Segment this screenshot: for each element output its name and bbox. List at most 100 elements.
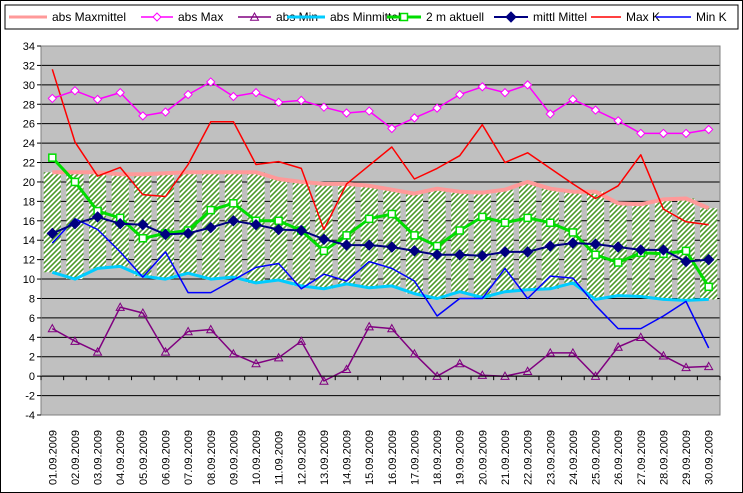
y-tick-label: -4: [25, 410, 35, 422]
data-point: [91, 211, 104, 223]
data-point: [386, 323, 397, 333]
data-point: [138, 308, 148, 317]
data-point: [272, 223, 285, 236]
data-point: [250, 218, 262, 231]
y-tick-label: 2: [29, 352, 35, 364]
data-point: [635, 332, 646, 342]
legend-item-max-k: Max K: [591, 10, 660, 24]
data-point: [703, 361, 714, 371]
x-tick-label: 09.09.2009: [228, 430, 240, 485]
data-point: [295, 224, 307, 237]
data-point: [138, 111, 148, 121]
y-tick-label: 6: [29, 313, 35, 325]
y-tick-label: 16: [23, 216, 35, 228]
range-bar: [473, 192, 491, 298]
data-point: [522, 80, 533, 90]
data-point: [657, 244, 670, 256]
data-point: [568, 228, 578, 237]
range-bar: [360, 185, 378, 288]
data-point: [590, 105, 601, 115]
legend-item-2-m-aktuell: 2 m aktuell: [387, 10, 484, 24]
x-tick-label: 08.09.2009: [206, 430, 218, 485]
data-point: [658, 350, 669, 360]
x-axis-ticks: 01.09.2009 02.09.2009 03.09.2009 04.09.2009…: [40, 376, 721, 485]
data-point: [159, 228, 172, 241]
data-point: [568, 94, 578, 105]
data-point: [205, 324, 216, 334]
x-tick-label: 05.09.2009: [138, 430, 150, 485]
data-point: [137, 218, 149, 231]
data-point: [70, 177, 80, 187]
data-point: [273, 97, 284, 108]
data-point: [206, 205, 215, 215]
data-point: [296, 336, 307, 345]
data-point: [340, 239, 353, 251]
data-point: [92, 346, 103, 356]
data-point: [613, 116, 623, 126]
y-tick-label: 20: [23, 177, 35, 189]
y-tick-label: 10: [23, 274, 35, 286]
data-point: [635, 244, 647, 256]
range-bar: [519, 181, 537, 290]
y-tick-label: 28: [23, 99, 35, 111]
data-point: [70, 85, 80, 96]
data-point: [114, 217, 126, 230]
x-tick-label: 29.09.2009: [681, 430, 693, 485]
x-tick-label: 07.09.2009: [183, 430, 195, 485]
data-point: [387, 209, 397, 219]
range-bar: [564, 191, 582, 283]
data-point: [409, 348, 420, 358]
data-point: [182, 227, 194, 240]
data-point: [500, 87, 510, 98]
data-point: [47, 93, 58, 104]
legend-label: Min K: [696, 10, 727, 24]
legend-label: abs Maxmittel: [52, 10, 126, 24]
range-bar: [700, 208, 718, 300]
x-tick-label: 13.09.2009: [319, 430, 331, 485]
data-point: [521, 246, 534, 258]
data-point: [478, 212, 487, 222]
data-point: [454, 249, 466, 261]
data-point: [319, 246, 329, 256]
data-point: [658, 128, 669, 139]
y-tick-label: 22: [23, 158, 35, 170]
data-point: [545, 109, 555, 119]
data-point: [523, 213, 532, 223]
data-point: [567, 237, 579, 249]
data-point: [408, 245, 421, 257]
data-point: [274, 216, 283, 226]
range-bar: [451, 191, 469, 292]
data-point: [589, 238, 602, 250]
x-tick-label: 01.09.2009: [47, 430, 59, 485]
data-point: [702, 253, 715, 266]
data-point: [681, 128, 691, 139]
data-point: [48, 153, 57, 162]
data-point: [251, 87, 261, 98]
data-point: [152, 12, 162, 22]
x-tick-label: 22.09.2009: [523, 430, 535, 485]
range-bar: [496, 189, 514, 292]
data-point: [499, 246, 511, 258]
data-point: [249, 11, 260, 21]
data-point: [138, 234, 148, 243]
data-point: [409, 113, 420, 123]
legend-label: mittl Mittel: [533, 10, 587, 24]
series-abs-min: [47, 302, 714, 385]
data-point: [455, 226, 464, 235]
y-tick-label: 8: [29, 293, 35, 305]
data-point: [46, 227, 59, 240]
x-tick-label: 15.09.2009: [364, 430, 376, 485]
x-tick-label: 30.09.2009: [704, 430, 716, 485]
data-point: [341, 108, 352, 118]
x-tick-label: 23.09.2009: [545, 430, 557, 485]
x-tick-label: 20.09.2009: [477, 430, 489, 485]
data-point: [364, 214, 374, 224]
x-tick-label: 02.09.2009: [70, 430, 82, 485]
data-point: [544, 240, 556, 252]
series-abs-minmittel: [51, 264, 709, 302]
legend-label: 2 m aktuell: [426, 10, 484, 24]
y-tick-label: 12: [23, 255, 35, 267]
